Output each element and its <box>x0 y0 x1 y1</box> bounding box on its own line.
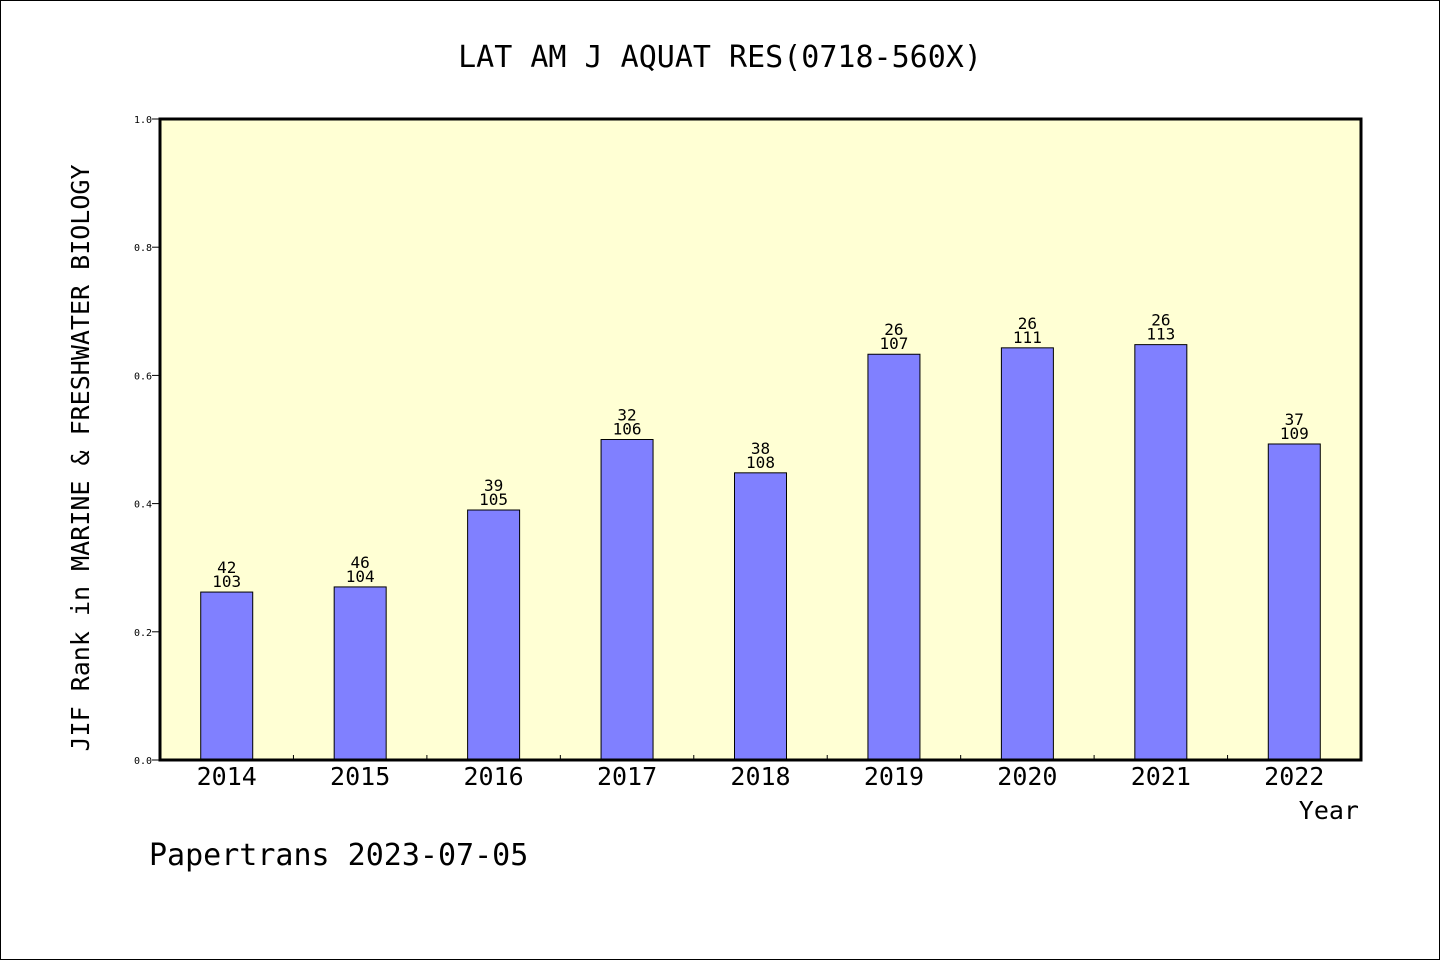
y-tick-label: 0.2 <box>134 628 152 639</box>
bar-total-label: 105 <box>479 490 508 509</box>
bar-total-label: 103 <box>212 572 241 591</box>
bar-2020 <box>1000 347 1054 761</box>
bar-rank-label: 46 <box>351 553 370 572</box>
y-tick-label: 0.4 <box>134 500 152 511</box>
bar-rank-label: 38 <box>751 439 770 458</box>
bar-2019 <box>867 353 921 761</box>
x-tick-label: 2014 <box>197 762 257 791</box>
bar-rank-label: 32 <box>617 406 636 425</box>
bar-rank-label: 26 <box>884 320 903 339</box>
y-axis-ticks: 0.0 0.2 0.4 0.6 0.8 1.0 <box>134 115 160 767</box>
chart-title: LAT AM J AQUAT RES(0718-560X) <box>458 40 982 75</box>
y-tick-label: 0.8 <box>134 243 152 254</box>
plot-border <box>158 117 1363 762</box>
bar-total-label: 107 <box>879 334 908 353</box>
bar-2017 <box>600 439 654 761</box>
bar-total-label: 108 <box>746 453 775 472</box>
bar-rank-label: 39 <box>484 476 503 495</box>
y-tick-label: 1.0 <box>134 115 152 126</box>
bar-2018 <box>734 472 787 761</box>
footer-text: Papertrans 2023-07-05 <box>149 838 528 873</box>
x-tick-label: 2017 <box>597 762 657 791</box>
bar-total-label: 109 <box>1280 424 1309 443</box>
bar-2016 <box>467 509 521 761</box>
bar-total-label: 106 <box>613 420 642 439</box>
bar-rank-label: 37 <box>1285 410 1304 429</box>
bars-group <box>200 344 1321 761</box>
x-tick-label: 2022 <box>1264 762 1324 791</box>
bar-rank-label: 26 <box>1018 314 1037 333</box>
x-tick-label: 2015 <box>330 762 390 791</box>
bar-rank-label: 42 <box>217 558 236 577</box>
x-axis-ticks: 2014 2015 2016 2017 2018 2019 2020 2021 2022 <box>197 755 1324 791</box>
x-tick-label: 2016 <box>464 762 524 791</box>
y-tick-label: 0.0 <box>134 756 152 767</box>
x-tick-label: 2020 <box>997 762 1057 791</box>
x-tick-label: 2018 <box>730 762 790 791</box>
bar-labels-group: 4210346104391053210638108261072611126113… <box>212 311 1308 591</box>
x-tick-label: 2021 <box>1131 762 1191 791</box>
bar-total-label: 111 <box>1013 328 1042 347</box>
bar-2022 <box>1267 443 1321 761</box>
bar-rank-label: 26 <box>1151 311 1170 330</box>
y-tick-label: 0.6 <box>134 371 152 382</box>
y-axis-label: JIF Rank in MARINE & FRESHWATER BIOLOGY <box>66 165 95 752</box>
x-tick-label: 2019 <box>864 762 924 791</box>
bar-2015 <box>333 586 387 761</box>
bar-total-label: 113 <box>1146 325 1175 344</box>
bar-2014 <box>200 591 254 761</box>
bar-2021 <box>1134 344 1188 761</box>
x-axis-label: Year <box>1299 796 1359 825</box>
bar-total-label: 104 <box>346 567 375 586</box>
